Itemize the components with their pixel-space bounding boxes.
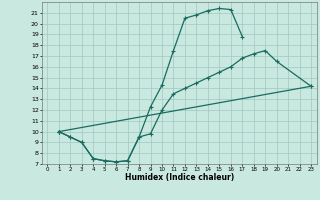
X-axis label: Humidex (Indice chaleur): Humidex (Indice chaleur)	[124, 173, 234, 182]
